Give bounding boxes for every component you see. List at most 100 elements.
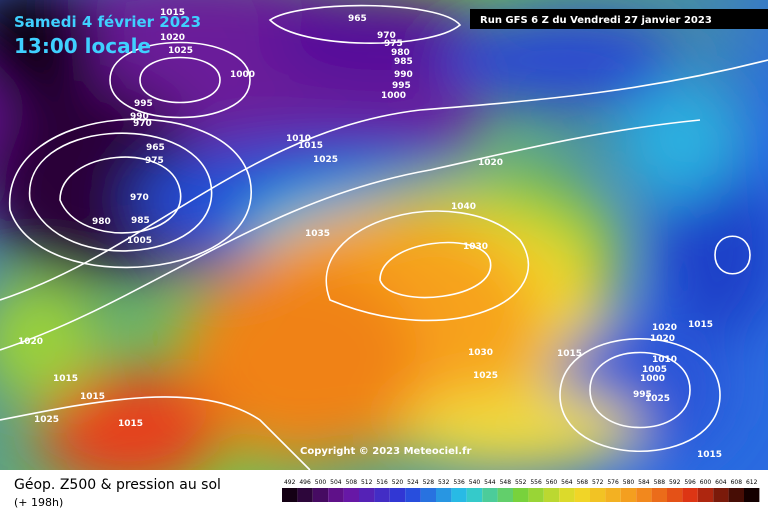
isobar-label: 1010 <box>652 355 677 365</box>
legend-swatch <box>343 488 359 502</box>
legend-swatch <box>420 488 436 502</box>
isobar-label: 985 <box>394 57 413 67</box>
color-legend: 492 496 500 504 508 512 516 520 524 528 532 536 540 5… <box>282 479 760 502</box>
legend-swatch <box>682 488 698 502</box>
isobar-label: 1005 <box>642 365 667 375</box>
legend-label: 508 <box>346 479 358 486</box>
isobar-label: 970 <box>130 193 149 203</box>
legend-swatch <box>482 488 498 502</box>
legend-label: 496 <box>299 479 311 486</box>
isobar-label: 970 <box>377 31 396 41</box>
run-info: Run GFS 6 Z du Vendredi 27 janvier 2023 <box>480 15 712 26</box>
legend-swatch <box>374 488 390 502</box>
legend-label: 584 <box>638 479 650 486</box>
legend-swatch <box>590 488 606 502</box>
legend-label: 604 <box>715 479 727 486</box>
isobar-label: 1000 <box>230 70 255 80</box>
forecast-time: 13:00 locale <box>14 34 151 58</box>
legend-swatch <box>667 488 683 502</box>
legend-label: 580 <box>623 479 635 486</box>
isobar-label: 995 <box>134 99 153 109</box>
legend-swatch <box>513 488 529 502</box>
legend-swatch <box>651 488 667 502</box>
legend-swatch <box>466 488 483 502</box>
isobars <box>0 4 768 471</box>
legend-label: 564 <box>561 479 573 486</box>
isobar-label: 965 <box>348 14 367 24</box>
isobar-label: 1025 <box>313 155 338 165</box>
isobar-label: 1015 <box>118 419 143 429</box>
isobar-label: 1020 <box>18 337 43 347</box>
isobar-label: 1035 <box>305 229 330 239</box>
isobar-label: 980 <box>92 217 111 227</box>
legend-label: 556 <box>530 479 542 486</box>
legend-swatch <box>312 488 329 502</box>
legend-swatch <box>436 488 452 502</box>
legend-label: 568 <box>577 479 589 486</box>
isobar-label: 990 <box>130 112 149 122</box>
legend-swatch <box>405 488 421 502</box>
legend-label: 536 <box>453 479 465 486</box>
legend-label: 552 <box>515 479 527 486</box>
isobar-label: 995 <box>392 81 411 91</box>
legend-swatch <box>359 488 375 502</box>
isobar-label: 970 <box>133 119 152 129</box>
footer-title: Géop. Z500 & pression au sol <box>14 477 221 493</box>
legend-swatch <box>697 488 714 502</box>
isobar-label: 1000 <box>381 91 406 101</box>
isobar-label: 1020 <box>160 33 185 43</box>
isobar-label: 1030 <box>463 242 488 252</box>
copyright: Copyright © 2023 Meteociel.fr <box>300 446 471 457</box>
legend-label: 524 <box>407 479 419 486</box>
legend-swatch <box>574 488 590 502</box>
isobar-label: 1015 <box>688 320 713 330</box>
legend-swatch <box>620 488 637 502</box>
legend-label: 548 <box>500 479 512 486</box>
isobar-label: 1040 <box>451 202 476 212</box>
legend-swatch <box>297 488 313 502</box>
footer-lead: (+ 198h) <box>14 496 63 509</box>
isobar-label: 1015 <box>697 450 722 460</box>
legend-label: 532 <box>438 479 450 486</box>
legend-label: 540 <box>469 479 481 486</box>
legend-label: 592 <box>669 479 681 486</box>
isobar-label: 1015 <box>80 392 105 402</box>
isobar-label: 1025 <box>645 394 670 404</box>
legend-label: 520 <box>392 479 404 486</box>
legend-swatch <box>744 488 760 502</box>
legend-swatch <box>497 488 513 502</box>
legend-label: 528 <box>423 479 435 486</box>
legend-swatch <box>728 488 744 502</box>
legend-label: 516 <box>376 479 388 486</box>
legend-label: 608 <box>731 479 743 486</box>
isobar-label: 980 <box>391 48 410 58</box>
isobar-label: 1010 <box>286 134 311 144</box>
isobar-label: 995 <box>633 390 652 400</box>
legend-swatch <box>605 488 621 502</box>
isobar-label: 1015 <box>160 8 185 18</box>
legend-label: 500 <box>315 479 327 486</box>
legend-label: 504 <box>330 479 342 486</box>
geopotential-field <box>0 0 768 490</box>
legend-swatch <box>559 488 575 502</box>
run-banner <box>470 9 768 29</box>
isobar-label: 1015 <box>557 349 582 359</box>
isobar-label: 1030 <box>468 348 493 358</box>
legend-label: 492 <box>284 479 296 486</box>
legend-label: 544 <box>484 479 496 486</box>
forecast-date: Samedi 4 février 2023 <box>14 13 201 31</box>
legend-swatch <box>282 488 298 502</box>
isobar-labels: 1015102010259659709759809859909951000100… <box>18 8 722 460</box>
isobar-label: 1025 <box>34 415 59 425</box>
legend-swatch <box>713 488 729 502</box>
isobar-label: 965 <box>146 143 165 153</box>
legend-swatch <box>543 488 560 502</box>
isobar-label: 1020 <box>650 334 675 344</box>
isobar-label: 1020 <box>652 323 677 333</box>
isobar-label: 975 <box>384 39 403 49</box>
legend-swatch <box>389 488 406 502</box>
legend-swatch <box>636 488 652 502</box>
isobar-label: 1025 <box>168 46 193 56</box>
legend-label: 600 <box>700 479 712 486</box>
